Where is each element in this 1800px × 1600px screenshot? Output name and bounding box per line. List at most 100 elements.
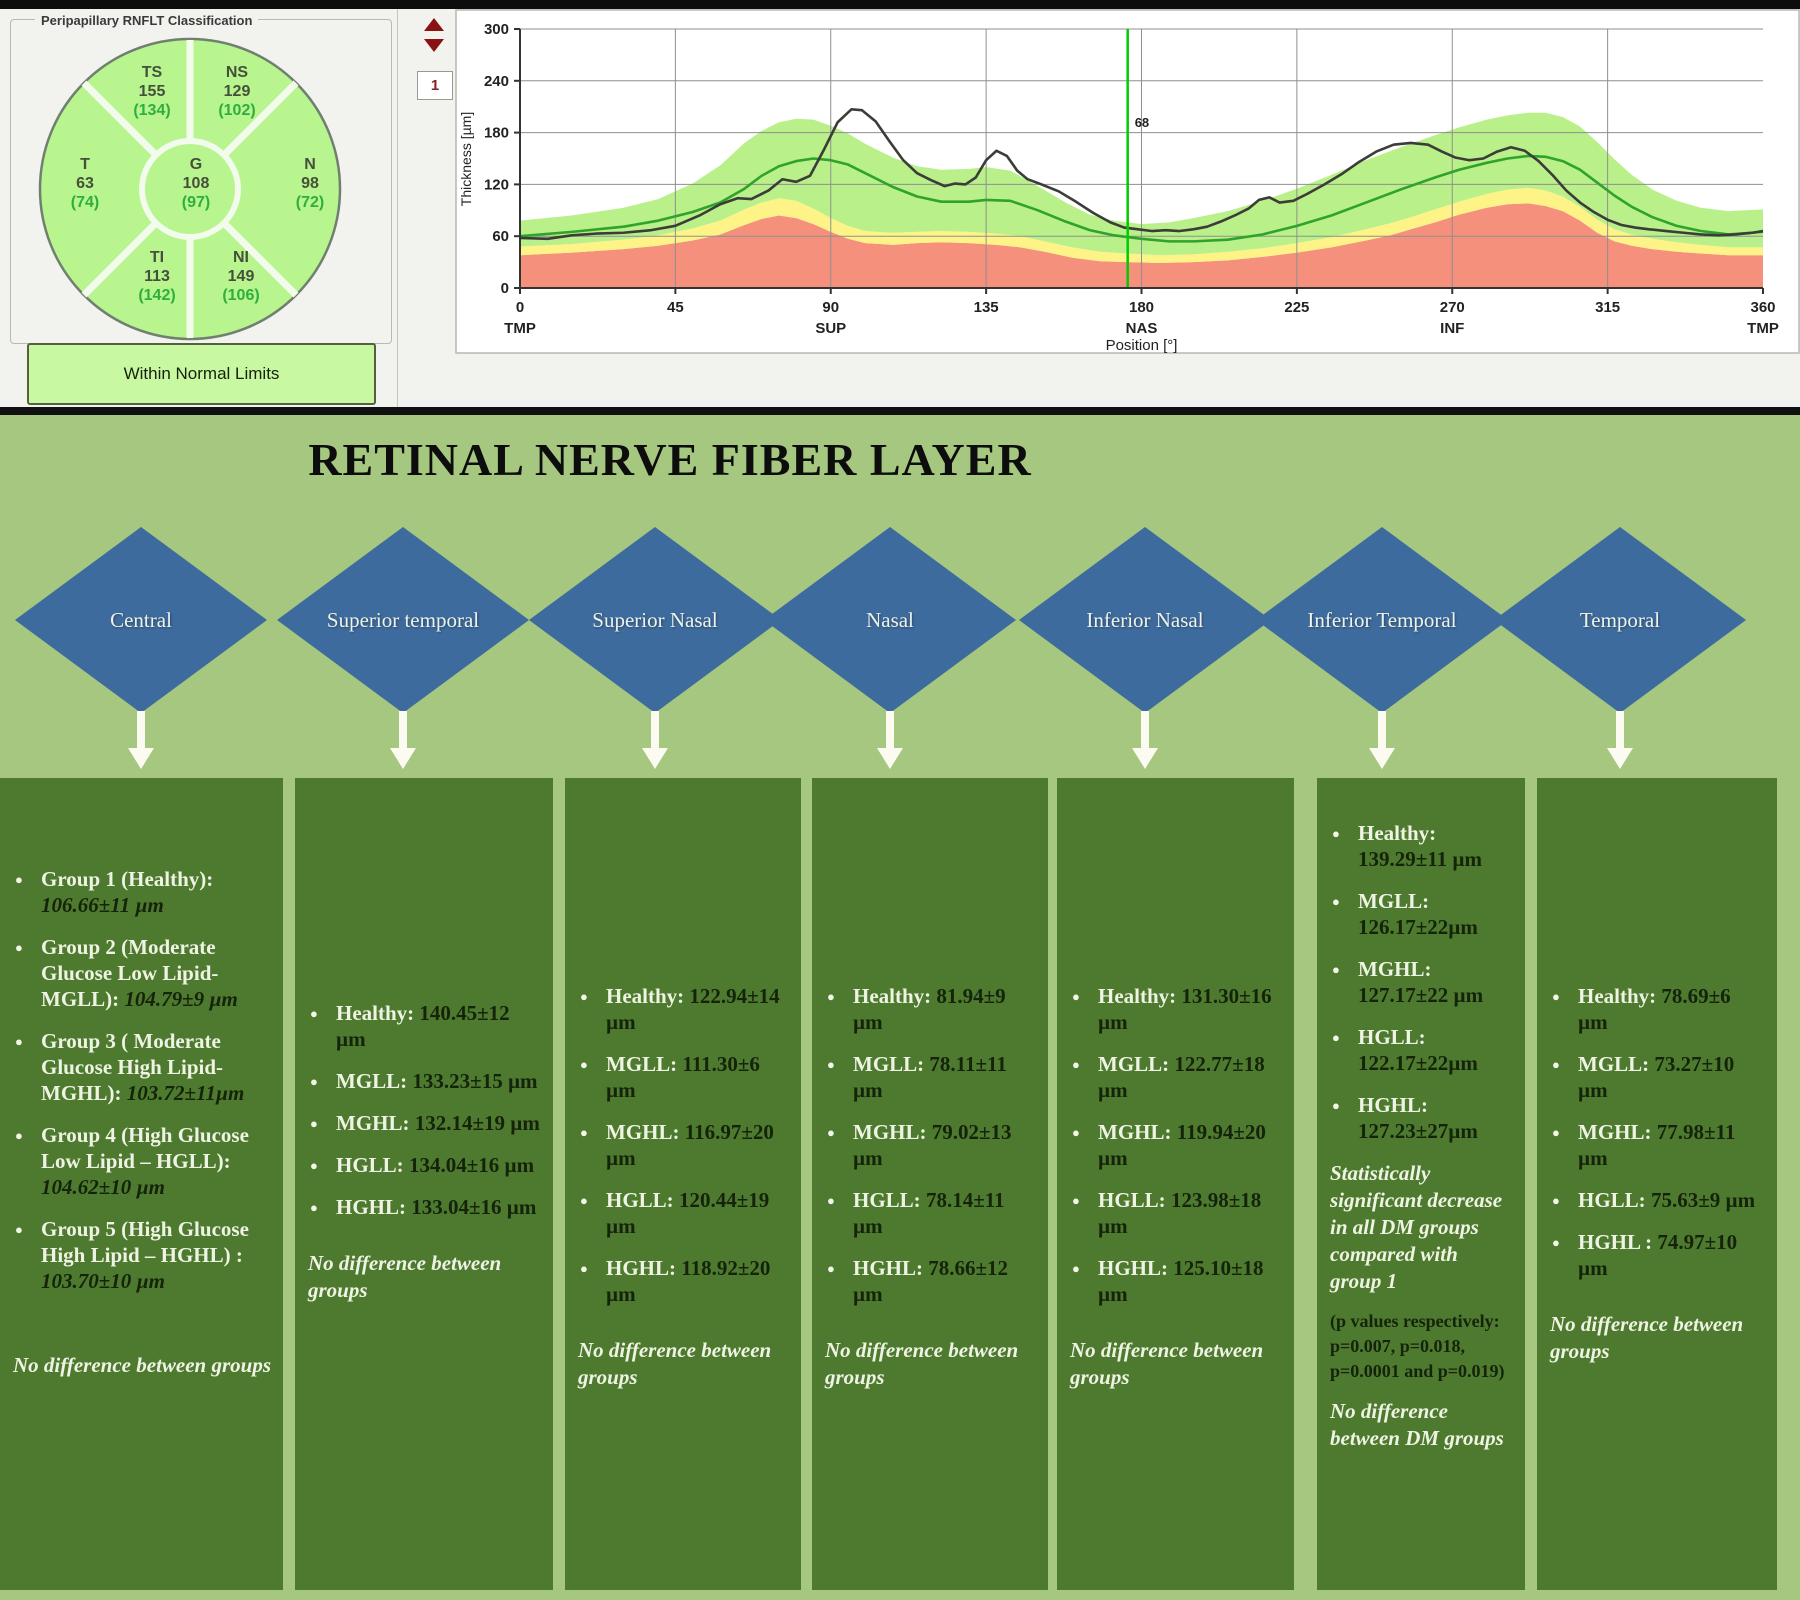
y-tick-label: 300 <box>484 21 509 38</box>
arrow-head <box>877 748 903 769</box>
group-value: 77.98±11 µm <box>1578 1120 1736 1170</box>
cursor-value: 68 <box>1135 115 1149 130</box>
device-report-panel: Peripapillary RNFLT Classification TS 15… <box>0 9 1800 407</box>
group-label: MGLL: <box>1358 889 1430 913</box>
list-item: MGLL: 111.30±6 µm <box>578 1051 789 1103</box>
down-arrow-icon <box>1607 711 1633 771</box>
y-tick-label: 180 <box>484 125 509 142</box>
group-value: 122.94±14 µm <box>606 984 780 1034</box>
list-item: MGHL: 79.02±13 µm <box>825 1119 1036 1171</box>
sector-norm: (134) <box>133 102 171 119</box>
list-item: HGLL: 122.17±22µm <box>1330 1024 1513 1076</box>
rnfl-infographic: RETINAL NERVE FIBER LAYER Central Group 1… <box>0 415 1800 1600</box>
list-item: Group 3 ( Moderate Glucose High Lipid- M… <box>13 1028 271 1106</box>
list-item: HGHL: 133.04±16 µm <box>308 1194 541 1221</box>
bullet-list: Healthy: 139.29±11 µmMGLL: 126.17±22µmMG… <box>1330 820 1513 1144</box>
diamond-label: Superior Nasal <box>592 608 718 632</box>
rnflt-profile-chart: 68 0 60 120 180 240 300 0 45 90 135 180 225 270 315 360… <box>455 9 1800 354</box>
list-item: HGLL: 123.98±18 µm <box>1070 1187 1282 1239</box>
list-item: HGLL: 134.04±16 µm <box>308 1152 541 1179</box>
sector-code: T <box>80 156 90 173</box>
x-sector-label: TMP <box>504 320 536 337</box>
arrow-shaft <box>399 711 407 749</box>
scroll-up-arrow-button[interactable] <box>424 18 444 31</box>
group-label: HGLL: <box>853 1188 921 1212</box>
x-sector-label: TMP <box>1747 320 1779 337</box>
group-value: 106.66±11 µm <box>41 893 164 917</box>
arrow-head <box>1132 748 1158 769</box>
section-column-superior-temporal: Healthy: 140.45±12 µmMGLL: 133.23±15 µmM… <box>295 778 553 1590</box>
section-note: No difference between groups <box>13 1353 271 1377</box>
diamond-label: Inferior Nasal <box>1086 608 1204 632</box>
arrow-shaft <box>1616 711 1624 749</box>
list-item: Healthy: 78.69±6 µm <box>1550 983 1765 1035</box>
classification-panel-title: Peripapillary RNFLT Classification <box>35 13 259 28</box>
sector-n: N 98 (72) <box>264 155 356 212</box>
sector-norm: (102) <box>218 102 256 119</box>
group-label: Healthy: <box>853 984 932 1008</box>
x-tick-label: 90 <box>822 299 839 316</box>
group-value: 139.29±11 µm <box>1358 847 1482 871</box>
rnflt-sector-wheel <box>38 37 342 341</box>
y-tick-label: 0 <box>501 280 509 297</box>
group-label: MGHL: <box>1098 1120 1172 1144</box>
group-label: MGLL: <box>1578 1052 1650 1076</box>
sector-value: 113 <box>144 268 170 285</box>
list-item: MGHL: 119.94±20 µm <box>1070 1119 1282 1171</box>
arrow-shaft <box>137 711 145 749</box>
group-value: 127.23±27µm <box>1358 1119 1478 1143</box>
list-item: HGHL: 125.10±18 µm <box>1070 1255 1282 1307</box>
list-item: Healthy: 122.94±14 µm <box>578 983 789 1035</box>
arrow-head <box>642 748 668 769</box>
diamond-superior-nasal: Superior Nasal <box>529 527 781 713</box>
sector-norm: (74) <box>70 194 100 211</box>
group-value: 122.77±18 µm <box>1098 1052 1265 1102</box>
list-item: MGLL: 78.11±11 µm <box>825 1051 1036 1103</box>
bullet-list: Healthy: 78.69±6 µm MGLL: 73.27±10 µm MGHL… <box>1550 983 1765 1281</box>
list-item: Healthy: 131.30±16 µm <box>1070 983 1282 1035</box>
scroll-down-arrow-button[interactable] <box>424 39 444 52</box>
sector-code: NI <box>233 249 249 266</box>
section-note: (p values respectively: p=0.007, p=0.018… <box>1330 1311 1505 1381</box>
sector-value: 63 <box>76 175 94 192</box>
group-label: MGLL: <box>606 1052 678 1076</box>
sector-code: TS <box>141 64 163 81</box>
list-item: MGLL: 133.23±15 µm <box>308 1068 541 1095</box>
sector-norm: (72) <box>295 194 325 211</box>
group-label: HGHL: <box>336 1195 407 1219</box>
list-item: MGLL: 122.77±18 µm <box>1070 1051 1282 1103</box>
x-tick-label: 270 <box>1440 299 1465 316</box>
arrow-shaft <box>886 711 894 749</box>
classification-status-button[interactable]: Within Normal Limits <box>27 343 376 405</box>
down-arrow-icon <box>390 711 416 771</box>
diamond-label: Nasal <box>866 608 914 632</box>
group-value: 132.14±19 µm <box>414 1111 540 1135</box>
sector-ts: TS 155 (134) <box>106 63 198 120</box>
list-item: MGHL: 132.14±19 µm <box>308 1110 541 1137</box>
x-tick-label: 360 <box>1750 299 1775 316</box>
group-value: 131.30±16 µm <box>1098 984 1272 1034</box>
group-value: 111.30±6 µm <box>606 1052 760 1102</box>
group-label: HGHL: <box>1358 1093 1429 1117</box>
group-value: 133.23±15 µm <box>412 1069 538 1093</box>
group-value: 75.63±9 µm <box>1650 1188 1756 1212</box>
sector-ni: NI 149 (106) <box>195 248 287 305</box>
x-tick-label: 135 <box>974 299 999 316</box>
x-sector-label: INF <box>1440 320 1464 337</box>
group-label: MGLL: <box>1098 1052 1170 1076</box>
list-item: MGLL: 73.27±10 µm <box>1550 1051 1765 1103</box>
section-separator <box>0 407 1800 415</box>
group-label: HGHL : <box>1578 1230 1653 1254</box>
section-column-temporal: Healthy: 78.69±6 µm MGLL: 73.27±10 µm MGHL… <box>1537 778 1777 1590</box>
list-item: Group 2 (Moderate Glucose Low Lipid- MGL… <box>13 934 271 1012</box>
group-label: Healthy: <box>606 984 685 1008</box>
x-sector-label: SUP <box>815 320 846 337</box>
group-label: HGLL: <box>606 1188 674 1212</box>
sector-value: 98 <box>301 175 319 192</box>
diamond-inferior-nasal: Inferior Nasal <box>1019 527 1271 713</box>
section-note: No difference between groups <box>1550 1312 1744 1363</box>
group-label: Group 5 (High Glucose High Lipid – HGHL)… <box>41 1217 249 1267</box>
section-note: No difference between groups <box>578 1338 772 1389</box>
group-value: 78.66±12 µm <box>853 1256 1009 1306</box>
sector-ns: NS 129 (102) <box>191 63 283 120</box>
